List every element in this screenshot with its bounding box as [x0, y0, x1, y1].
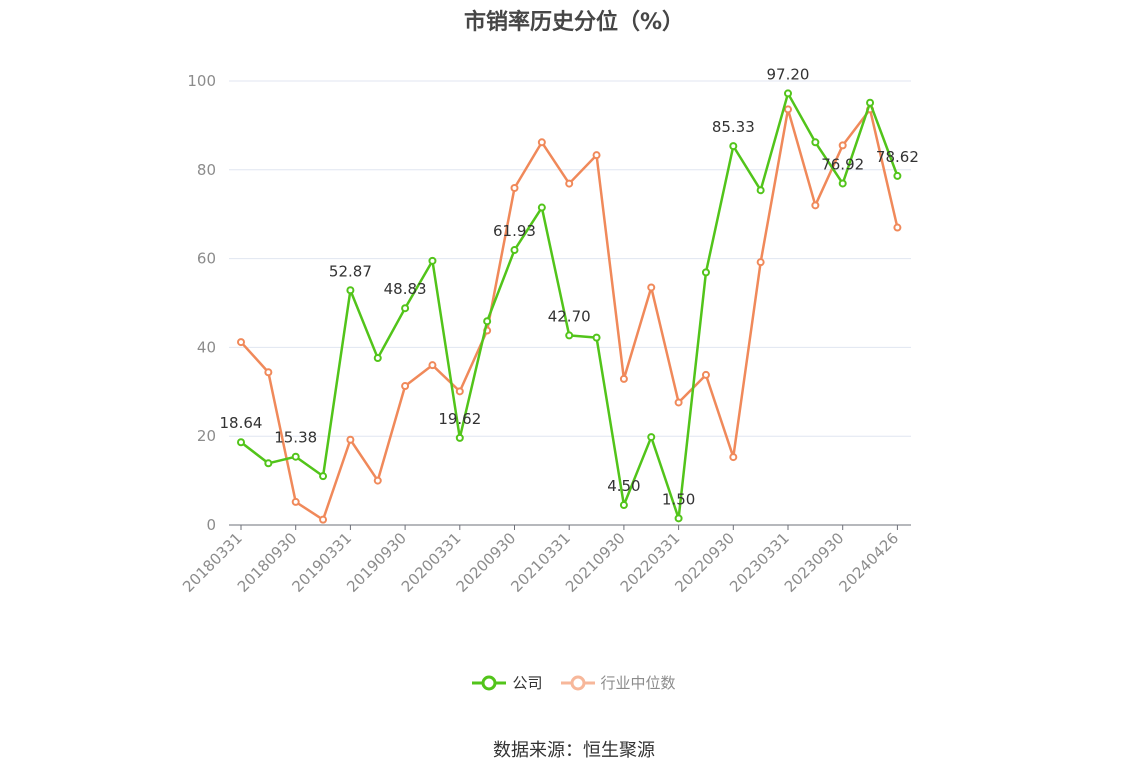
data-point-company — [237, 438, 245, 447]
data-point-industry-median — [619, 374, 628, 383]
y-tick-label: 0 — [206, 516, 216, 534]
data-point-industry-median — [455, 387, 464, 396]
y-tick-label: 20 — [197, 427, 216, 445]
line-chart: 0204060801002018033120180930201903312019… — [179, 65, 919, 596]
y-tick-label: 60 — [197, 250, 216, 268]
data-point-company — [811, 138, 820, 147]
data-label: 1.50 — [662, 490, 695, 508]
data-label: 76.92 — [821, 155, 864, 173]
data-point-company — [866, 98, 875, 107]
y-tick-label: 40 — [197, 338, 216, 356]
data-point-industry-median — [401, 382, 410, 391]
data-label: 15.38 — [274, 429, 317, 447]
series-line-company — [240, 92, 899, 520]
data-label: 61.93 — [493, 222, 536, 240]
data-point-company — [756, 186, 765, 195]
data-point-company — [893, 171, 902, 180]
data-point-industry-median — [565, 179, 574, 188]
data-point-industry-median — [674, 398, 683, 407]
legend-item-company[interactable]: 公司 — [472, 672, 543, 693]
data-point-industry-median — [373, 476, 382, 485]
data-point-industry-median — [237, 338, 245, 347]
data-label: 85.33 — [712, 118, 755, 136]
data-point-industry-median — [701, 370, 710, 379]
data-label: 42.70 — [548, 307, 591, 325]
data-point-company — [264, 459, 273, 468]
data-point-company — [373, 354, 382, 363]
data-point-company — [291, 452, 300, 461]
data-point-company — [483, 317, 492, 326]
data-label: 4.50 — [607, 477, 640, 495]
data-point-company — [401, 304, 410, 313]
data-point-company — [455, 433, 464, 442]
y-tick-label: 80 — [197, 161, 216, 179]
x-tick-label: 20240426 — [836, 529, 903, 596]
data-point-industry-median — [346, 435, 355, 444]
data-point-company — [647, 433, 656, 442]
data-point-industry-median — [784, 105, 792, 114]
data-point-industry-median — [291, 497, 300, 506]
legend-item-industry-median[interactable]: 行业中位数 — [560, 672, 676, 693]
data-point-industry-median — [537, 138, 546, 147]
legend-line-circle-icon — [472, 675, 507, 690]
legend-label-company: 公司 — [512, 674, 543, 692]
data-point-industry-median — [756, 258, 765, 267]
data-point-industry-median — [319, 515, 328, 524]
data-point-company — [510, 246, 519, 255]
data-point-industry-median — [510, 184, 519, 193]
data-point-industry-median — [428, 361, 437, 370]
legend-line-circle-icon — [560, 675, 595, 690]
data-point-company — [701, 268, 710, 277]
chart-title: 市销率历史分位（%） — [463, 10, 685, 35]
data-label: 48.83 — [384, 280, 427, 298]
data-point-company — [592, 333, 601, 342]
data-point-industry-median — [264, 368, 273, 377]
data-point-company — [428, 256, 437, 265]
y-tick-label: 100 — [187, 72, 216, 90]
data-source-note: 数据来源：恒生聚源 — [493, 740, 655, 761]
data-point-industry-median — [893, 223, 902, 232]
data-point-company — [838, 179, 847, 188]
data-point-company — [619, 501, 628, 510]
data-point-industry-median — [838, 141, 847, 150]
legend-label-industry-median: 行业中位数 — [600, 674, 676, 692]
data-label: 78.62 — [876, 148, 919, 166]
data-point-company — [537, 203, 546, 212]
data-point-company — [319, 472, 328, 481]
data-label: 19.62 — [438, 410, 481, 428]
chart-legend: 公司 行业中位数 — [0, 672, 1148, 693]
data-point-company — [784, 89, 792, 98]
data-label: 52.87 — [329, 262, 372, 280]
data-point-company — [729, 142, 738, 151]
data-label: 18.64 — [220, 414, 263, 432]
data-point-industry-median — [729, 453, 738, 462]
data-point-company — [674, 514, 683, 523]
data-point-industry-median — [592, 151, 601, 160]
data-point-company — [565, 331, 574, 340]
data-point-industry-median — [811, 201, 820, 210]
data-point-industry-median — [647, 283, 656, 292]
data-label: 97.20 — [767, 65, 810, 83]
data-point-company — [346, 286, 355, 295]
